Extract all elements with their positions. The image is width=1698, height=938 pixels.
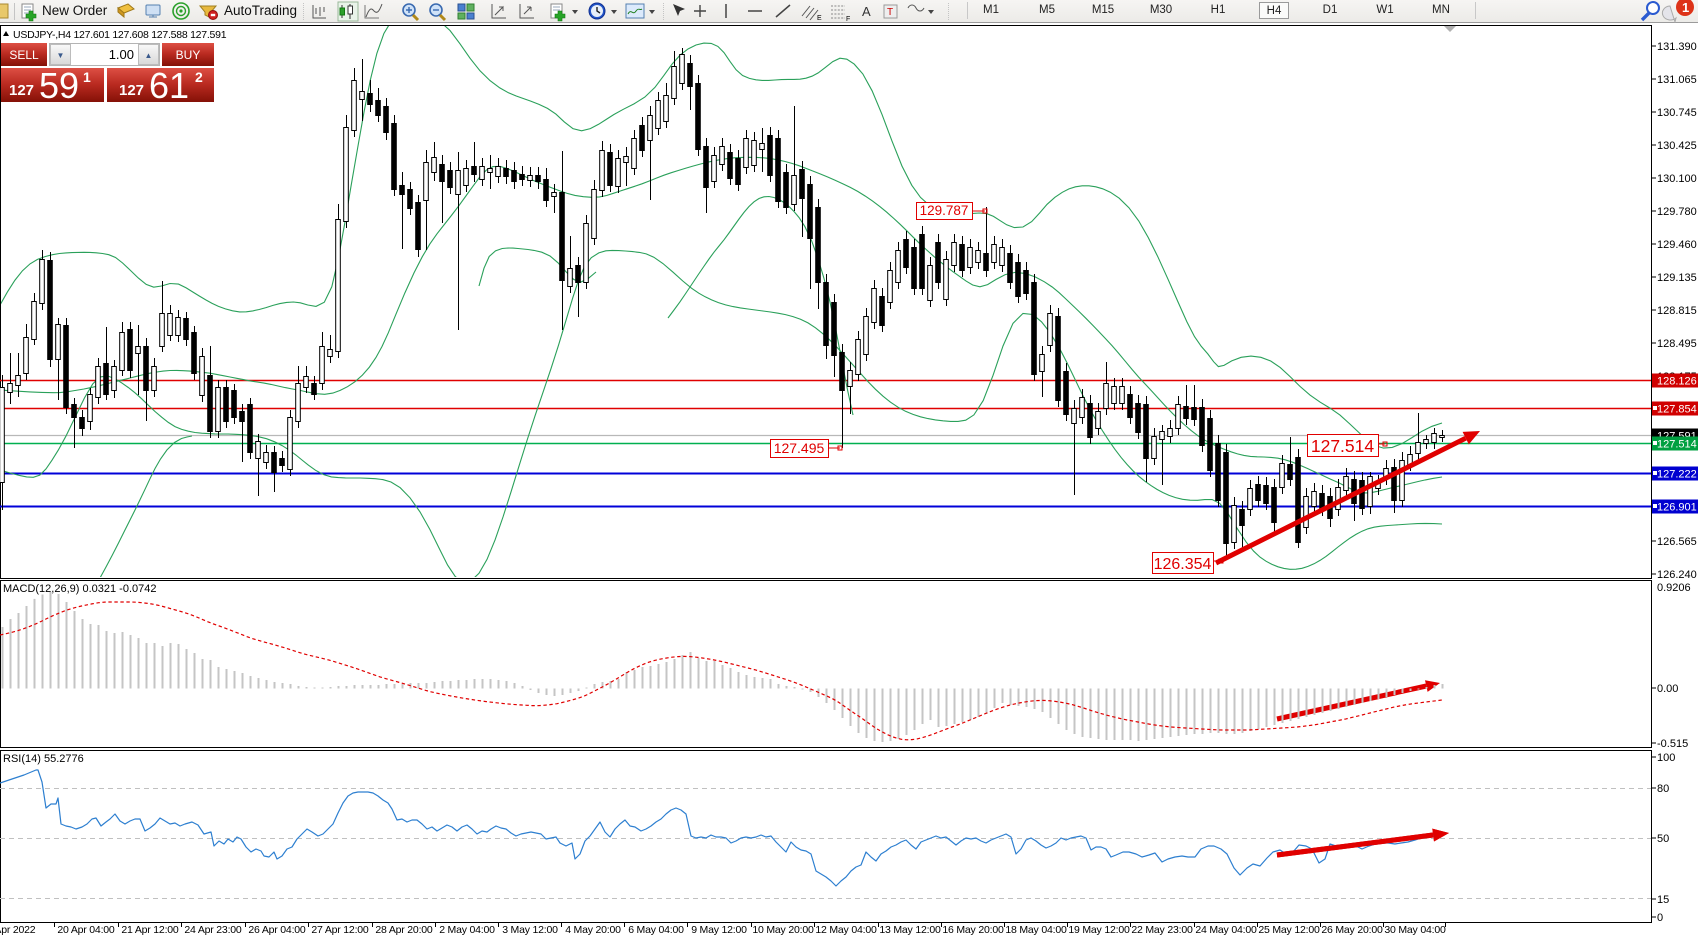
svg-text:126.901: 126.901 (1657, 502, 1697, 514)
svg-text:24 May 04:00: 24 May 04:00 (1195, 924, 1257, 936)
svg-text:2 May 04:00: 2 May 04:00 (439, 924, 495, 936)
svg-text:22 May 23:00: 22 May 23:00 (1131, 924, 1193, 936)
svg-text:130.425: 130.425 (1657, 140, 1697, 152)
svg-text:129.787: 129.787 (920, 203, 969, 218)
svg-text:15: 15 (1657, 894, 1669, 906)
svg-text:26 May 20:00: 26 May 20:00 (1321, 924, 1383, 936)
svg-text:21 Apr 12:00: 21 Apr 12:00 (121, 924, 179, 936)
svg-text:9 May 12:00: 9 May 12:00 (691, 924, 747, 936)
svg-text:0.00: 0.00 (1657, 683, 1678, 695)
svg-text:131.065: 131.065 (1657, 74, 1697, 86)
svg-text:27 Apr 12:00: 27 Apr 12:00 (311, 924, 369, 936)
svg-text:USDJPY-,H4 127.601 127.608 12: USDJPY-,H4 127.601 127.608 127.588 127.5… (13, 29, 227, 41)
svg-text:T: T (887, 7, 893, 18)
svg-text:127.854: 127.854 (1657, 404, 1697, 416)
svg-text:A: A (862, 4, 871, 19)
svg-text:128.495: 128.495 (1657, 338, 1697, 350)
svg-text:4 May 20:00: 4 May 20:00 (565, 924, 621, 936)
svg-text:100: 100 (1657, 752, 1675, 764)
svg-text:28 Apr 20:00: 28 Apr 20:00 (375, 924, 433, 936)
svg-text:128.815: 128.815 (1657, 305, 1697, 317)
svg-text:6 May 04:00: 6 May 04:00 (628, 924, 684, 936)
svg-text:0.9206: 0.9206 (1657, 582, 1691, 594)
svg-text:0: 0 (1657, 912, 1663, 924)
svg-text:30 May 04:00: 30 May 04:00 (1384, 924, 1446, 936)
svg-text:-0.515: -0.515 (1657, 738, 1688, 750)
svg-text:19 Apr 2022: 19 Apr 2022 (0, 924, 36, 936)
svg-text:3 May 12:00: 3 May 12:00 (502, 924, 558, 936)
svg-text:16 May 20:00: 16 May 20:00 (942, 924, 1004, 936)
svg-text:MACD(12,26,9) 0.0321 -0.0742: MACD(12,26,9) 0.0321 -0.0742 (3, 583, 156, 595)
svg-text:26 Apr 04:00: 26 Apr 04:00 (248, 924, 306, 936)
svg-text:F: F (846, 16, 850, 23)
svg-text:128.126: 128.126 (1657, 376, 1697, 388)
svg-text:130.745: 130.745 (1657, 107, 1697, 119)
svg-text:18 May 04:00: 18 May 04:00 (1005, 924, 1067, 936)
svg-text:129.460: 129.460 (1657, 239, 1697, 251)
svg-text:E: E (817, 15, 822, 22)
svg-text:80: 80 (1657, 783, 1669, 795)
svg-text:129.135: 129.135 (1657, 272, 1697, 284)
svg-text:127.495: 127.495 (774, 440, 825, 456)
svg-text:19 May 12:00: 19 May 12:00 (1068, 924, 1130, 936)
svg-text:131.390: 131.390 (1657, 41, 1697, 53)
svg-text:10 May 20:00: 10 May 20:00 (752, 924, 814, 936)
svg-text:127.222: 127.222 (1657, 469, 1697, 481)
svg-text:24 Apr 23:00: 24 Apr 23:00 (184, 924, 242, 936)
svg-text:25 May 12:00: 25 May 12:00 (1258, 924, 1320, 936)
svg-text:12 May 04:00: 12 May 04:00 (815, 924, 877, 936)
svg-text:129.780: 129.780 (1657, 206, 1697, 218)
svg-text:126.354: 126.354 (1154, 556, 1212, 573)
svg-text:1: 1 (1682, 0, 1689, 15)
svg-text:20 Apr 04:00: 20 Apr 04:00 (57, 924, 115, 936)
svg-text:126.565: 126.565 (1657, 536, 1697, 548)
svg-text:127.514: 127.514 (1657, 439, 1697, 451)
svg-text:RSI(14) 55.2776: RSI(14) 55.2776 (3, 753, 84, 765)
svg-text:130.100: 130.100 (1657, 173, 1697, 185)
svg-text:126.240: 126.240 (1657, 569, 1697, 581)
svg-text:13 May 12:00: 13 May 12:00 (879, 924, 941, 936)
svg-text:127.514: 127.514 (1311, 436, 1375, 456)
svg-text:50: 50 (1657, 833, 1669, 845)
